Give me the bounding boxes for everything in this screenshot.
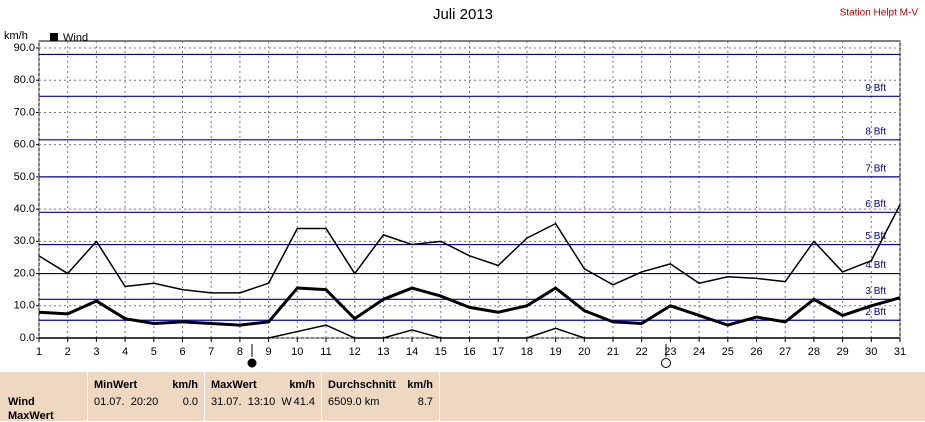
x-tick-label: 19 — [549, 346, 561, 358]
reference-label: 2 Bft — [865, 307, 886, 318]
x-tick-label: 27 — [779, 346, 791, 358]
new-moon — [247, 358, 257, 368]
x-tick-label: 9 — [266, 346, 272, 358]
y-axis-label: km/h — [4, 30, 28, 42]
x-tick-label: 31 — [894, 346, 906, 358]
column-title: MinWert — [94, 379, 138, 391]
x-tick-label: 20 — [578, 346, 590, 358]
full-moon — [661, 358, 671, 368]
cell: 8.7 — [417, 396, 433, 408]
row-label: MaxWert — [8, 410, 54, 422]
cell: 6509.0 km — [328, 396, 380, 408]
column-title: Durchschnitt — [328, 379, 396, 391]
legend-swatch — [50, 33, 58, 41]
x-tick-label: 29 — [836, 346, 848, 358]
x-tick-label: 11 — [320, 346, 331, 358]
y-tick-label: 80.0 — [14, 74, 35, 86]
row-label: Wind — [8, 396, 35, 408]
x-tick-label: 23 — [664, 346, 676, 358]
cell: 0.0 — [182, 396, 198, 408]
x-tick-label: 12 — [349, 346, 361, 358]
y-tick-label: 30.0 — [14, 235, 35, 247]
x-tick-label: 8 — [237, 346, 243, 358]
y-tick-label: 60.0 — [14, 139, 35, 151]
chart: Juli 2013 Station Helpt M-V km/h 0.0 10.0… — [4, 6, 919, 368]
y-tick-label: 0.0 — [20, 332, 35, 344]
plot-frame — [38, 40, 901, 339]
x-tick-label: 21 — [607, 346, 619, 358]
reference-label: 5 Bft — [865, 231, 886, 242]
x-tick-label: 16 — [463, 346, 475, 358]
y-tick-label: 20.0 — [14, 267, 35, 279]
x-tick-label: 15 — [435, 346, 447, 358]
reference-label: 6 Bft — [865, 199, 886, 210]
summary-column: MaxWert km/h 31.07. 13:10 W 41.4 — [205, 372, 322, 421]
summary-column: MinWert km/h 01.07. 20:20 0.0 — [88, 372, 205, 421]
x-tick-label: 24 — [693, 346, 705, 358]
station-label: Station Helpt M-V — [840, 8, 919, 19]
x-tick-label: 17 — [492, 346, 504, 358]
reference-label: 7 Bft — [865, 164, 886, 175]
x-tick-label: 3 — [93, 346, 99, 358]
summary-panel: Wind MaxWert MinWert km/h 01.07. 20:20 0… — [0, 371, 925, 422]
x-tick-label: 25 — [722, 346, 734, 358]
x-tick-label: 4 — [122, 346, 128, 358]
x-tick-label: 14 — [406, 346, 418, 358]
reference-label: 3 Bft — [865, 286, 886, 297]
reference-label: 4 Bft — [865, 260, 886, 271]
y-tick-label: 90.0 — [14, 42, 35, 54]
x-tick-label: 6 — [179, 346, 185, 358]
column-title: MaxWert — [211, 379, 257, 391]
x-tick-label: 30 — [865, 346, 877, 358]
x-tick-label: 28 — [808, 346, 820, 358]
series-line — [38, 204, 901, 294]
reference-label: 8 Bft — [865, 126, 886, 137]
reference-label: 9 Bft — [865, 83, 886, 94]
chart-title: Juli 2013 — [433, 6, 493, 23]
x-tick-label: 1 — [36, 346, 42, 358]
series-line — [39, 324, 900, 339]
y-tick-label: 70.0 — [14, 106, 35, 118]
cell: 01.07. 20:20 — [94, 396, 159, 408]
column-separator — [0, 372, 88, 421]
legend-label: Wind — [63, 32, 88, 44]
cell: 41.4 — [293, 396, 315, 408]
x-tick-label: 7 — [208, 346, 214, 358]
x-tick-label: 26 — [750, 346, 762, 358]
series-line — [38, 286, 901, 327]
x-tick-label: 10 — [291, 346, 303, 358]
column-unit: km/h — [172, 379, 198, 391]
y-tick-label: 40.0 — [14, 203, 35, 215]
x-tick-label: 2 — [65, 346, 71, 358]
x-tick-label: 18 — [521, 346, 533, 358]
column-unit: km/h — [407, 379, 433, 391]
x-tick-label: 22 — [636, 346, 648, 358]
x-tick-label: 5 — [151, 346, 157, 358]
column-unit: km/h — [289, 379, 315, 391]
x-tick-label: 13 — [377, 346, 389, 358]
cell: 31.07. 13:10 W — [211, 396, 292, 408]
y-tick-label: 10.0 — [14, 300, 35, 312]
y-tick-label: 50.0 — [14, 171, 35, 183]
summary-column: Durchschnitt km/h 6509.0 km 8.7 — [322, 372, 440, 421]
